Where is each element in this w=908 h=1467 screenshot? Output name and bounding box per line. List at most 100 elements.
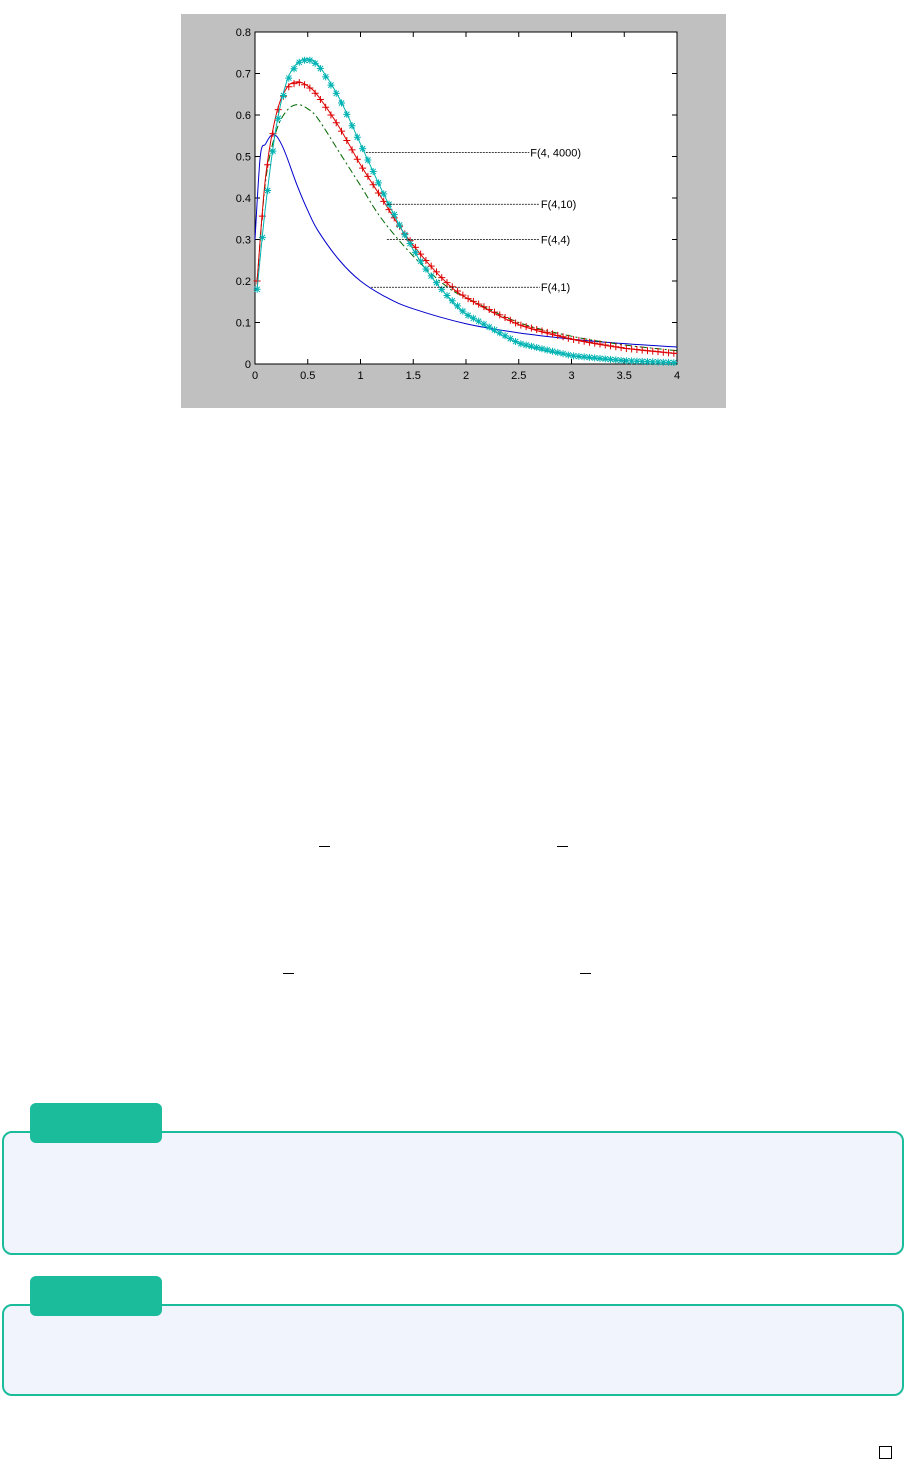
annotation-label: F(4,1) [541,282,570,294]
marker-f-4-4000 [401,231,409,239]
marker-f-4-4000 [332,89,340,97]
marker-f-4-4000 [628,357,636,365]
marker-f-4-10 [570,335,578,343]
x-tick-label: 0.5 [300,370,315,382]
marker-f-4-10 [501,314,509,322]
marker-f-4-10 [348,146,356,154]
marker-f-4-10 [469,297,477,305]
marker-f-4-4000 [538,345,546,353]
marker-f-4-4000 [417,257,425,265]
marker-f-4-10 [622,344,630,352]
marker-f-4-4000 [580,353,588,361]
callout-tag-1 [30,1103,162,1143]
y-tick-label: 0.4 [236,193,251,205]
marker-f-4-10 [417,250,425,258]
plot-area [254,31,678,365]
x-tick-label: 2 [463,370,469,382]
marker-f-4-4000 [258,233,266,241]
marker-f-4-4000 [612,356,620,364]
marker-f-4-10 [301,81,309,89]
x-tick-label: 0 [252,370,258,382]
marker-f-4-4000 [396,221,404,229]
marker-f-4-4000 [570,352,578,360]
marker-f-4-10 [264,161,272,169]
marker-f-4-10 [364,172,372,180]
marker-f-4-4000 [607,355,615,363]
annotation-label: F(4, 4000) [530,147,581,159]
marker-f-4-10 [596,340,604,348]
marker-f-4-4000 [322,73,330,81]
marker-f-4-10 [343,137,351,145]
marker-f-4-10 [353,155,361,163]
marker-f-4-10 [543,328,551,336]
marker-f-4-4000 [496,329,504,337]
marker-f-4-4000 [596,354,604,362]
marker-f-4-4000 [427,272,435,280]
marker-f-4-4000 [301,56,309,64]
marker-f-4-10 [316,95,324,103]
marker-f-4-4000 [290,65,298,73]
marker-f-4-10 [564,334,572,342]
y-tick-label: 0.3 [236,235,251,247]
x-tick-label: 3.5 [617,370,632,382]
marker-f-4-4000 [364,156,372,164]
callout-box-2 [2,1304,904,1396]
marker-f-4-4000 [469,314,477,322]
marker-f-4-10 [654,348,662,356]
f-distribution-figure: 0 0.5 1 1.5 2 2.5 3 3.5 4 0 0.1 0.2 0.3 0.4 0.5 0.6 0.7 0… [181,14,726,408]
marker-f-4-10 [522,323,530,331]
marker-f-4-4000 [638,357,646,365]
marker-f-4-4000 [501,332,509,340]
marker-f-4-10 [649,347,657,355]
y-tick-label: 0.1 [236,318,251,330]
marker-f-4-10 [290,80,298,88]
marker-f-4-4000 [512,338,520,346]
marker-f-4-4000 [432,279,440,287]
f-distribution-chart: 0 0.5 1 1.5 2 2.5 3 3.5 4 0 0.1 0.2 0.3 0.4 0.5 0.6 0.7 0… [236,27,680,382]
marker-f-4-10 [585,338,593,346]
marker-f-4-10 [295,79,303,87]
marker-f-4-4000 [485,323,493,331]
marker-f-4-4000 [543,346,551,354]
marker-f-4-10 [480,303,488,311]
marker-f-4-10 [322,103,330,111]
marker-f-4-10 [591,339,599,347]
marker-f-4-4000 [316,65,324,73]
marker-f-4-10 [311,89,319,97]
marker-f-4-4000 [406,240,414,248]
callout-tag-2 [30,1276,162,1316]
marker-f-4-4000 [517,340,525,348]
marker-f-4-4000 [306,56,314,64]
marker-f-4-4000 [411,248,419,256]
marker-f-4-10 [380,197,388,205]
marker-f-4-10 [659,348,667,356]
marker-f-4-10 [607,342,615,350]
marker-f-4-10 [533,326,541,334]
marker-f-4-4000 [422,265,430,273]
marker-f-4-10 [617,344,625,352]
overbar-mark [557,846,568,848]
overbar-mark [580,973,591,975]
marker-f-4-4000 [295,58,303,66]
marker-f-4-4000 [585,353,593,361]
marker-f-4-10 [633,346,641,354]
marker-f-4-10 [665,349,673,357]
overbar-mark [319,846,330,848]
marker-f-4-10 [527,324,535,332]
marker-f-4-10 [580,337,588,345]
end-of-proof-box [879,1446,892,1459]
marker-f-4-10 [306,84,314,92]
marker-f-4-10 [459,291,467,299]
x-tick-label: 1.5 [406,370,421,382]
marker-f-4-4000 [311,59,319,67]
marker-f-4-10 [327,111,335,119]
marker-f-4-4000 [564,351,572,359]
marker-f-4-4000 [670,359,678,367]
marker-f-4-4000 [475,317,483,325]
y-tick-label: 0.7 [236,69,251,81]
marker-f-4-4000 [622,357,630,365]
marker-f-4-4000 [264,187,272,195]
marker-f-4-4000 [506,335,514,343]
marker-f-4-4000 [279,91,287,99]
marker-f-4-10 [359,164,367,172]
